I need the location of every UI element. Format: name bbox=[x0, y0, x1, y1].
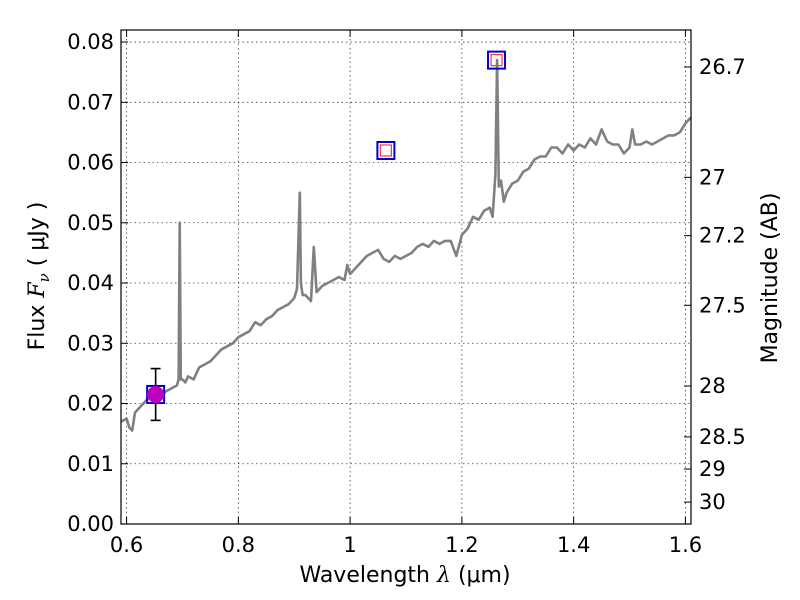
model-box-inner bbox=[490, 54, 503, 67]
y2-axis-label: Magnitude (AB) bbox=[758, 193, 783, 364]
y-tick-label: 0.06 bbox=[67, 151, 114, 175]
y2-tick-label: 27.2 bbox=[699, 224, 746, 248]
y-tick-label: 0.05 bbox=[67, 211, 114, 235]
y-tick-label: 0.02 bbox=[67, 392, 114, 416]
plot-area bbox=[120, 50, 692, 432]
y2-tick-label: 29 bbox=[699, 457, 726, 481]
y-tick-label: 0.07 bbox=[67, 90, 114, 114]
y-tick-label: 0.03 bbox=[67, 331, 114, 355]
x-tick-label: 1.4 bbox=[557, 533, 590, 557]
x-tick-label: 0.6 bbox=[110, 533, 143, 557]
y-tick-label: 0.01 bbox=[67, 452, 114, 476]
x-tick-label: 1.6 bbox=[669, 533, 702, 557]
model-box-inner bbox=[379, 144, 392, 157]
y-tick-label: 0.00 bbox=[67, 512, 114, 536]
axis-ticks: 0.6 0.8 1 1.2 1.4 1.6 0.00 0.01 0.02 0.03 0.04 0.05… bbox=[67, 30, 746, 557]
spectrum-line bbox=[120, 58, 692, 432]
x-tick-label: 1.2 bbox=[445, 533, 478, 557]
y2-tick-label: 27.5 bbox=[699, 293, 746, 317]
x-axis-label: Wavelength λ (μm) bbox=[299, 563, 510, 588]
y2-tick-label: 27 bbox=[699, 165, 726, 189]
plot-frame bbox=[120, 29, 692, 525]
y-tick-label: 0.04 bbox=[67, 271, 114, 295]
y2-tick-label: 30 bbox=[699, 490, 726, 514]
y-tick-label: 0.08 bbox=[67, 30, 114, 54]
observed-point bbox=[147, 385, 165, 403]
y2-tick-label: 26.7 bbox=[699, 55, 746, 79]
y-axis-label: Flux Fν ( μJy ) bbox=[25, 202, 53, 351]
y2-tick-label: 28.5 bbox=[699, 425, 746, 449]
y2-tick-label: 28 bbox=[699, 374, 726, 398]
x-tick-label: 1 bbox=[343, 533, 356, 557]
x-tick-label: 0.8 bbox=[222, 533, 255, 557]
model-box-outer bbox=[376, 140, 396, 160]
model-box-outer bbox=[487, 50, 507, 70]
